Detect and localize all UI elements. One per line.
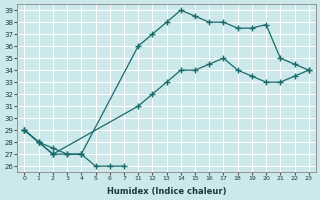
X-axis label: Humidex (Indice chaleur): Humidex (Indice chaleur)	[107, 187, 226, 196]
